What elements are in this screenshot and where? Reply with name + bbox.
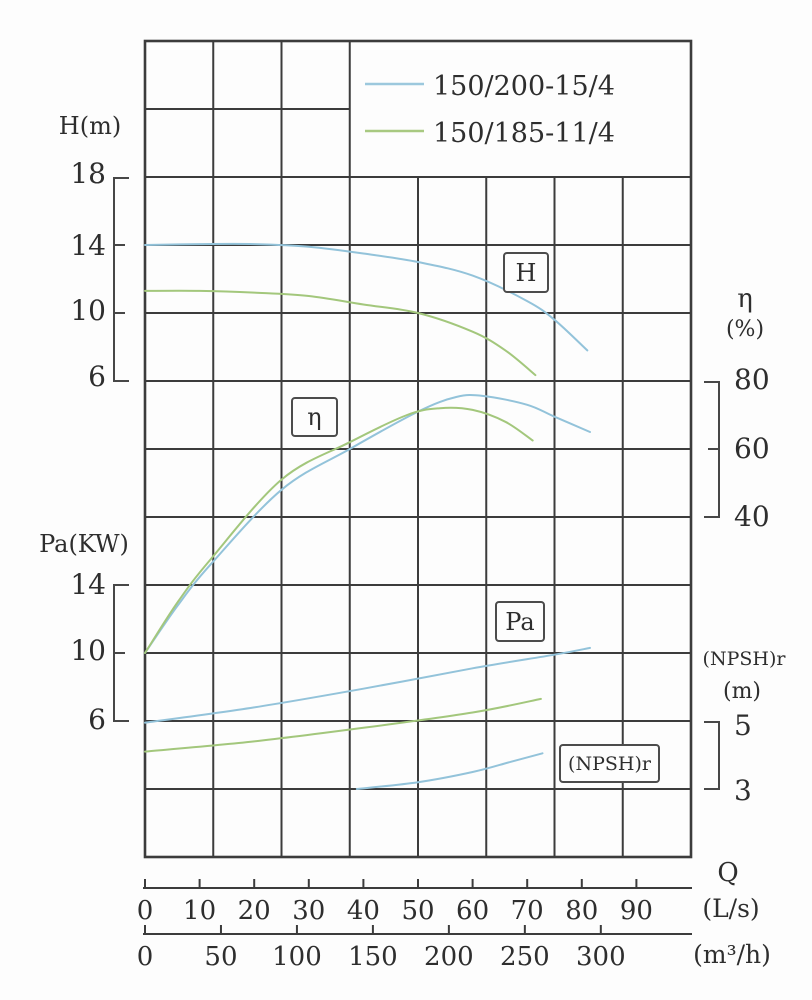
legend-label-150-185: 150/185-11/4 [433, 118, 615, 149]
h-curve-label: H [503, 252, 549, 293]
pa-tick-14: 14 [70, 568, 106, 601]
qm3h-tick-50: 50 [204, 942, 238, 972]
legend-label-150-200: 150/200-15/4 [433, 71, 615, 102]
q-m3h-axis [143, 925, 692, 935]
npsh-axis-bracket [704, 721, 720, 790]
h-axis-title: H(m) [58, 112, 122, 140]
grid-lines [143, 39, 693, 859]
npsh-axis-title: (NPSH)r [702, 648, 786, 670]
curve-eta-150-200-15-4 [144, 394, 591, 654]
qm3h-tick-150: 150 [348, 942, 398, 972]
h-tick-10: 10 [70, 294, 106, 327]
eta-tick-60: 60 [734, 432, 770, 465]
q-ls-axis [143, 879, 692, 889]
npsh-curve-label: (NPSH)r [559, 744, 660, 783]
qls-tick-10: 10 [183, 896, 217, 926]
qm3h-tick-0: 0 [136, 942, 154, 972]
npsh-tick-5: 5 [734, 709, 752, 742]
h-tick-6: 6 [88, 360, 106, 393]
qls-tick-90: 90 [619, 896, 653, 926]
qm3h-tick-100: 100 [272, 942, 322, 972]
h-axis-bracket [113, 177, 129, 382]
npsh-axis-unit: (m) [722, 679, 762, 704]
qls-tick-30: 30 [292, 896, 326, 926]
curve-h-150-185-11-4 [144, 289, 537, 377]
qls-tick-0: 0 [136, 896, 154, 926]
curve-npsh-150-200-15-4 [355, 752, 544, 790]
eta-curve-label: η [291, 397, 338, 437]
npsh-tick-3: 3 [734, 774, 752, 807]
eta-tick-80: 80 [734, 363, 770, 396]
h-tick-18: 18 [70, 157, 106, 190]
pa-curve-label: Pa [495, 601, 545, 642]
qls-tick-70: 70 [510, 896, 544, 926]
curve-pa-150-200-15-4 [144, 646, 591, 724]
qm3h-tick-300: 300 [575, 942, 626, 972]
pa-axis-title: Pa(KW) [39, 530, 129, 558]
qls-tick-40: 40 [346, 896, 380, 926]
curve-h-150-200-15-4 [144, 242, 589, 352]
curve-eta-150-185-11-4 [144, 406, 534, 654]
qls-tick-80: 80 [565, 896, 599, 926]
qls-tick-60: 60 [456, 896, 490, 926]
q-axis-title: Q [717, 858, 739, 888]
qls-tick-20: 20 [237, 896, 271, 926]
curve-pa-150-185-11-4 [144, 697, 542, 753]
eta-axis-unit: (%) [725, 317, 765, 342]
h-tick-14: 14 [70, 229, 106, 262]
eta-tick-40: 40 [734, 500, 770, 533]
qm3h-tick-200: 200 [424, 942, 474, 972]
q-m3h-unit: (m³/h) [693, 940, 771, 969]
qls-tick-50: 50 [401, 896, 435, 926]
axis-brackets [113, 177, 720, 790]
eta-axis-title: η [737, 284, 753, 314]
pa-tick-6: 6 [88, 703, 106, 736]
qm3h-tick-250: 250 [500, 942, 550, 972]
q-ls-unit: (L/s) [702, 894, 760, 923]
pa-tick-10: 10 [70, 634, 106, 667]
curve-layer [144, 242, 591, 790]
